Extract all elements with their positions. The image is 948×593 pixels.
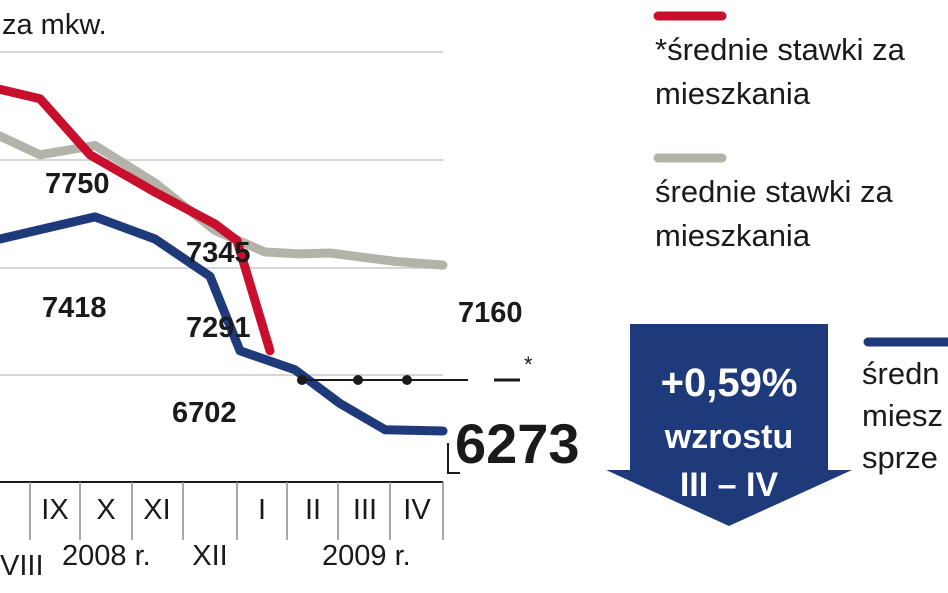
value-label-blue-mid: 6702	[172, 397, 237, 429]
year-label: 2009 r.	[322, 540, 411, 572]
legend: *średnie stawki za mieszkania średnie st…	[653, 11, 948, 475]
growth-badge: +0,59% wzrostu III – IV	[606, 324, 852, 526]
value-label-red-peak: 7750	[45, 168, 110, 200]
asterisk-marker: *	[524, 352, 533, 377]
value-label-blue-end: 6273	[455, 412, 580, 475]
dotted-marker: *	[297, 352, 533, 385]
unit-label: za mkw.	[2, 9, 107, 41]
legend-gray-line1: średnie stawki za	[655, 174, 894, 209]
series-layer	[0, 84, 448, 436]
series-line-blue	[0, 212, 448, 436]
legend-blue-line3: sprze	[862, 440, 938, 475]
badge-range: III – IV	[680, 466, 779, 504]
value-label-gray-mid: 7345	[186, 237, 251, 269]
legend-blue-line2: miesz	[862, 398, 943, 433]
tick-label: IX	[41, 494, 68, 526]
series-line-red	[0, 84, 275, 356]
tick-label: I	[258, 494, 266, 526]
tick-label: IV	[403, 494, 431, 526]
gridlines	[0, 51, 443, 376]
badge-word: wzrostu	[664, 418, 793, 456]
tick-label: XII	[192, 540, 227, 572]
tick-label-partial: VIII	[0, 550, 44, 582]
legend-red-line1: *średnie stawki za	[655, 32, 906, 67]
tick-label: X	[96, 494, 115, 526]
legend-gray-line2: mieszkania	[655, 218, 811, 253]
tick-label: III	[353, 494, 377, 526]
down-arrow-icon	[606, 324, 852, 526]
year-label: 2008 r.	[62, 540, 151, 572]
badge-percent: +0,59%	[661, 361, 798, 405]
value-label-gray-end: 7160	[458, 297, 523, 329]
legend-blue-line1: średn	[862, 356, 940, 391]
value-label-red-last: 7291	[186, 312, 251, 344]
legend-red-line2: mieszkania	[655, 76, 811, 111]
tick-label: XI	[143, 494, 170, 526]
end-bracket	[447, 443, 460, 474]
tick-label: II	[305, 494, 321, 526]
value-label-blue-peak: 7418	[42, 292, 107, 324]
